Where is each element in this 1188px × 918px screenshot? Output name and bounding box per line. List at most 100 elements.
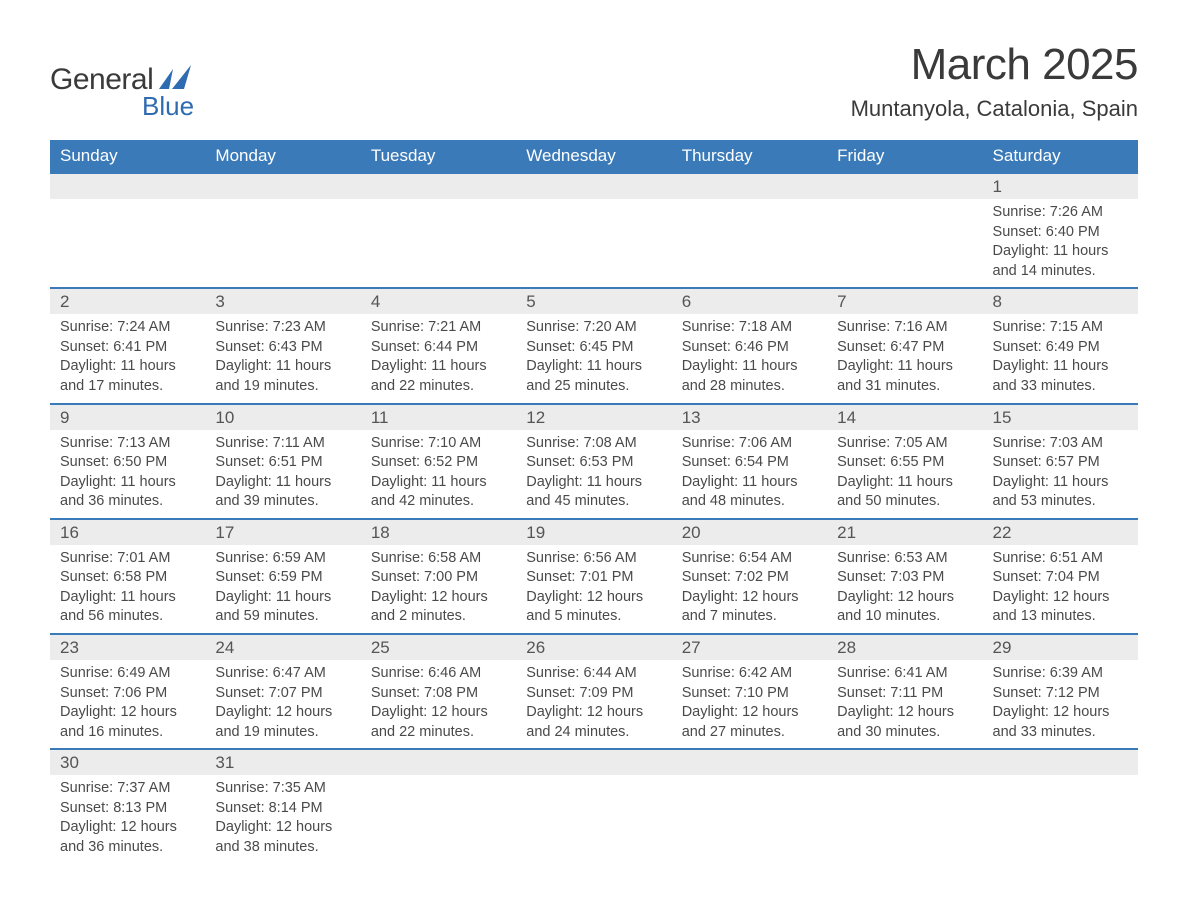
day-3-daylight: Daylight: 11 hours and 19 minutes.: [215, 357, 350, 396]
day-7-sunrise: Sunrise: 7:16 AM: [837, 318, 972, 338]
week-5-detail-row: Sunrise: 7:37 AMSunset: 8:13 PMDaylight:…: [50, 775, 1138, 863]
day-5-number: 5: [516, 289, 671, 314]
day-29-detail: Sunrise: 6:39 AMSunset: 7:12 PMDaylight:…: [983, 660, 1138, 748]
day-24-detail-cell: Sunrise: 6:47 AMSunset: 7:07 PMDaylight:…: [205, 660, 360, 749]
title-block: March 2025 Muntanyola, Catalonia, Spain: [851, 40, 1138, 122]
day-18-number-cell: 18: [361, 519, 516, 545]
day-30-number-cell: 30: [50, 749, 205, 775]
day-21-detail-cell: Sunrise: 6:53 AMSunset: 7:03 PMDaylight:…: [827, 545, 982, 634]
empty-cell: [983, 775, 1138, 863]
day-19-sunset: Sunset: 7:01 PM: [526, 568, 661, 588]
day-6-daylight: Daylight: 11 hours and 28 minutes.: [682, 357, 817, 396]
day-22-sunset: Sunset: 7:04 PM: [993, 568, 1128, 588]
day-1-number: 1: [983, 174, 1138, 199]
day-5-detail: Sunrise: 7:20 AMSunset: 6:45 PMDaylight:…: [516, 314, 671, 402]
day-14-detail: Sunrise: 7:05 AMSunset: 6:55 PMDaylight:…: [827, 430, 982, 518]
empty-cell: [361, 173, 516, 199]
day-26-number-cell: 26: [516, 634, 671, 660]
day-3-number: 3: [205, 289, 360, 314]
day-13-number: 13: [672, 405, 827, 430]
day-16-number: 16: [50, 520, 205, 545]
day-9-daylight: Daylight: 11 hours and 36 minutes.: [60, 473, 195, 512]
day-16-sunset: Sunset: 6:58 PM: [60, 568, 195, 588]
day-18-detail-cell: Sunrise: 6:58 AMSunset: 7:00 PMDaylight:…: [361, 545, 516, 634]
empty-cell: [50, 173, 205, 199]
empty-cell: [827, 173, 982, 199]
day-12-number: 12: [516, 405, 671, 430]
day-15-number-cell: 15: [983, 404, 1138, 430]
day-14-number-cell: 14: [827, 404, 982, 430]
day-2-detail-cell: Sunrise: 7:24 AMSunset: 6:41 PMDaylight:…: [50, 314, 205, 403]
dayname-friday: Friday: [827, 140, 982, 173]
day-17-daylight: Daylight: 11 hours and 59 minutes.: [215, 588, 350, 627]
day-24-detail: Sunrise: 6:47 AMSunset: 7:07 PMDaylight:…: [205, 660, 360, 748]
logo-mark-icon: [159, 63, 193, 89]
day-10-daylight: Daylight: 11 hours and 39 minutes.: [215, 473, 350, 512]
day-1-detail-cell: Sunrise: 7:26 AMSunset: 6:40 PMDaylight:…: [983, 199, 1138, 288]
day-31-daylight: Daylight: 12 hours and 38 minutes.: [215, 818, 350, 857]
day-20-number: 20: [672, 520, 827, 545]
day-23-sunset: Sunset: 7:06 PM: [60, 684, 195, 704]
day-16-sunrise: Sunrise: 7:01 AM: [60, 549, 195, 569]
day-30-sunset: Sunset: 8:13 PM: [60, 799, 195, 819]
day-29-sunrise: Sunrise: 6:39 AM: [993, 664, 1128, 684]
week-1-detail-row: Sunrise: 7:24 AMSunset: 6:41 PMDaylight:…: [50, 314, 1138, 403]
day-12-number-cell: 12: [516, 404, 671, 430]
month-title: March 2025: [851, 40, 1138, 90]
day-30-detail: Sunrise: 7:37 AMSunset: 8:13 PMDaylight:…: [50, 775, 205, 863]
empty-cell: [672, 199, 827, 288]
day-8-daylight: Daylight: 11 hours and 33 minutes.: [993, 357, 1128, 396]
day-31-detail: Sunrise: 7:35 AMSunset: 8:14 PMDaylight:…: [205, 775, 360, 863]
day-3-detail-cell: Sunrise: 7:23 AMSunset: 6:43 PMDaylight:…: [205, 314, 360, 403]
empty-cell: [205, 199, 360, 288]
day-5-sunset: Sunset: 6:45 PM: [526, 338, 661, 358]
empty-cell: [672, 775, 827, 863]
day-10-sunrise: Sunrise: 7:11 AM: [215, 434, 350, 454]
day-11-detail: Sunrise: 7:10 AMSunset: 6:52 PMDaylight:…: [361, 430, 516, 518]
day-17-detail-cell: Sunrise: 6:59 AMSunset: 6:59 PMDaylight:…: [205, 545, 360, 634]
day-27-daylight: Daylight: 12 hours and 27 minutes.: [682, 703, 817, 742]
day-14-sunrise: Sunrise: 7:05 AM: [837, 434, 972, 454]
day-20-number-cell: 20: [672, 519, 827, 545]
day-22-sunrise: Sunrise: 6:51 AM: [993, 549, 1128, 569]
day-8-sunrise: Sunrise: 7:15 AM: [993, 318, 1128, 338]
empty-cell: [516, 173, 671, 199]
empty-cell: [672, 749, 827, 775]
dayname-wednesday: Wednesday: [516, 140, 671, 173]
day-15-detail: Sunrise: 7:03 AMSunset: 6:57 PMDaylight:…: [983, 430, 1138, 518]
week-1-daynum-row: 2345678: [50, 288, 1138, 314]
day-25-detail-cell: Sunrise: 6:46 AMSunset: 7:08 PMDaylight:…: [361, 660, 516, 749]
day-4-daylight: Daylight: 11 hours and 22 minutes.: [371, 357, 506, 396]
day-10-detail: Sunrise: 7:11 AMSunset: 6:51 PMDaylight:…: [205, 430, 360, 518]
day-25-detail: Sunrise: 6:46 AMSunset: 7:08 PMDaylight:…: [361, 660, 516, 748]
day-27-detail-cell: Sunrise: 6:42 AMSunset: 7:10 PMDaylight:…: [672, 660, 827, 749]
empty-cell: [983, 749, 1138, 775]
day-8-detail-cell: Sunrise: 7:15 AMSunset: 6:49 PMDaylight:…: [983, 314, 1138, 403]
day-9-sunset: Sunset: 6:50 PM: [60, 453, 195, 473]
calendar-table: SundayMondayTuesdayWednesdayThursdayFrid…: [50, 140, 1138, 864]
day-10-sunset: Sunset: 6:51 PM: [215, 453, 350, 473]
day-10-number-cell: 10: [205, 404, 360, 430]
day-23-sunrise: Sunrise: 6:49 AM: [60, 664, 195, 684]
day-2-detail: Sunrise: 7:24 AMSunset: 6:41 PMDaylight:…: [50, 314, 205, 402]
day-28-detail: Sunrise: 6:41 AMSunset: 7:11 PMDaylight:…: [827, 660, 982, 748]
day-9-number-cell: 9: [50, 404, 205, 430]
day-23-daylight: Daylight: 12 hours and 16 minutes.: [60, 703, 195, 742]
week-2-detail-row: Sunrise: 7:13 AMSunset: 6:50 PMDaylight:…: [50, 430, 1138, 519]
day-8-detail: Sunrise: 7:15 AMSunset: 6:49 PMDaylight:…: [983, 314, 1138, 402]
day-9-detail-cell: Sunrise: 7:13 AMSunset: 6:50 PMDaylight:…: [50, 430, 205, 519]
day-25-number-cell: 25: [361, 634, 516, 660]
day-15-sunrise: Sunrise: 7:03 AM: [993, 434, 1128, 454]
day-1-daylight: Daylight: 11 hours and 14 minutes.: [993, 242, 1128, 281]
day-18-number: 18: [361, 520, 516, 545]
day-7-detail-cell: Sunrise: 7:16 AMSunset: 6:47 PMDaylight:…: [827, 314, 982, 403]
day-6-sunrise: Sunrise: 7:18 AM: [682, 318, 817, 338]
day-13-number-cell: 13: [672, 404, 827, 430]
empty-cell: [50, 199, 205, 288]
day-22-daylight: Daylight: 12 hours and 13 minutes.: [993, 588, 1128, 627]
day-23-detail: Sunrise: 6:49 AMSunset: 7:06 PMDaylight:…: [50, 660, 205, 748]
day-8-number-cell: 8: [983, 288, 1138, 314]
day-8-number: 8: [983, 289, 1138, 314]
location-text: Muntanyola, Catalonia, Spain: [851, 96, 1138, 122]
day-2-sunrise: Sunrise: 7:24 AM: [60, 318, 195, 338]
